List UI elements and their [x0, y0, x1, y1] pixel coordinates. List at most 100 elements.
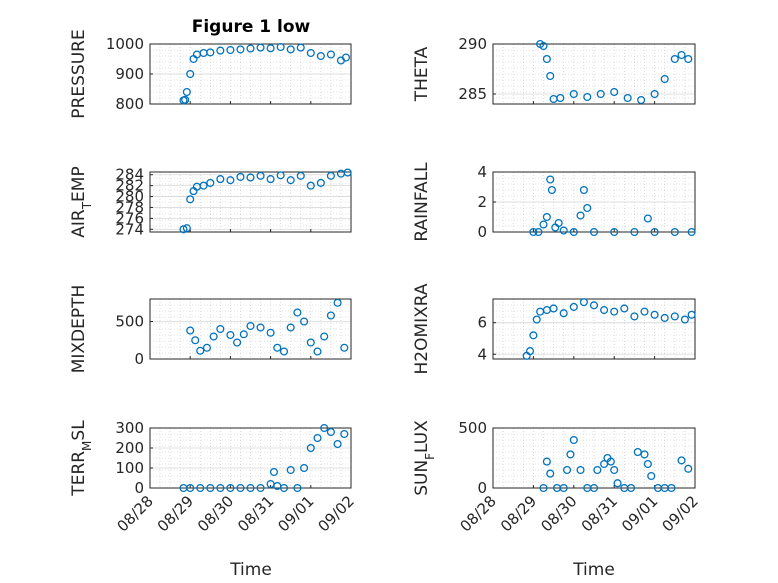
data-point — [320, 332, 329, 341]
data-point — [610, 227, 619, 237]
data-point — [266, 175, 275, 184]
data-point — [300, 463, 309, 473]
y-tick-label: 6 — [477, 314, 487, 332]
data-point — [343, 168, 352, 177]
data-point — [199, 181, 208, 190]
data-point — [626, 483, 636, 493]
data-point — [529, 331, 538, 340]
data-point — [196, 346, 205, 355]
data-point — [236, 172, 245, 181]
data-point — [186, 69, 195, 79]
data-point — [640, 307, 649, 316]
data-point — [610, 307, 619, 316]
data-point — [680, 315, 689, 324]
data-point — [293, 483, 302, 493]
x-tick-label: 09/02 — [659, 492, 702, 535]
data-point — [687, 227, 696, 237]
data-point — [313, 347, 322, 356]
data-point — [306, 338, 315, 347]
x-tick-label: 08/30 — [537, 492, 580, 535]
data-point — [300, 317, 309, 326]
data-point — [269, 467, 279, 477]
y-tick-label: 500 — [115, 313, 144, 331]
y-axis-label: AIRTEMP — [69, 166, 94, 237]
data-point — [340, 429, 349, 439]
data-point — [589, 301, 599, 310]
data-point — [186, 195, 195, 204]
axes-box — [492, 43, 696, 105]
data-point — [643, 459, 652, 469]
x-tick-label: 09/01 — [618, 492, 661, 535]
data-point — [216, 46, 225, 55]
data-point — [536, 307, 545, 316]
data-point — [667, 483, 676, 493]
data-point — [630, 312, 639, 321]
data-point — [199, 48, 208, 58]
data-point — [549, 304, 558, 313]
subplot-theta: 285 290 THETA — [412, 35, 696, 105]
data-point — [579, 185, 588, 195]
data-point — [559, 309, 568, 318]
data-point — [660, 74, 669, 84]
data-point — [209, 332, 218, 341]
data-point — [186, 483, 195, 493]
data-point — [650, 310, 659, 319]
axes-box — [492, 298, 696, 360]
data-point — [687, 310, 696, 319]
data-point — [326, 427, 335, 437]
x-tick-label: 09/02 — [315, 492, 358, 535]
data-point — [256, 483, 265, 493]
data-point — [684, 54, 693, 64]
data-point — [179, 225, 188, 234]
data-point — [576, 211, 585, 220]
data-point — [182, 224, 191, 233]
y-tick-label: 0 — [134, 479, 144, 497]
y-tick-label: 100 — [115, 459, 144, 477]
data-point — [660, 313, 669, 322]
subplot-rainfall: 0 2 4 RAINFALL — [412, 162, 696, 242]
y-tick-label: 280 — [115, 188, 144, 206]
data-point — [306, 181, 315, 190]
data-point — [246, 483, 255, 493]
data-point — [226, 330, 235, 340]
y-tick-label: 4 — [477, 163, 487, 181]
data-point — [206, 48, 215, 57]
data-point — [670, 54, 679, 64]
data-point — [569, 89, 578, 99]
data-point — [202, 343, 212, 352]
data-point — [670, 312, 679, 321]
data-point — [596, 89, 605, 99]
axes-box — [149, 298, 352, 360]
data-point — [559, 483, 568, 493]
x-axis-label-left: Time — [229, 560, 272, 580]
data-point — [534, 227, 543, 237]
data-point — [630, 227, 639, 237]
data-point — [542, 306, 551, 315]
data-point — [546, 175, 555, 184]
data-point — [206, 483, 215, 493]
data-point — [273, 343, 282, 352]
data-point — [336, 169, 346, 178]
x-tick-label: 08/29 — [497, 492, 540, 535]
data-point — [610, 87, 619, 97]
y-tick-label: 284 — [115, 166, 144, 184]
data-point — [566, 450, 575, 459]
x-tick-label: 09/01 — [274, 492, 317, 535]
data-point — [606, 457, 615, 466]
data-point — [266, 44, 275, 53]
y-axis-label: MIXDEPTH — [69, 285, 89, 374]
data-point — [341, 53, 351, 62]
y-axis-label: RAINFALL — [412, 162, 432, 242]
data-point — [547, 185, 556, 195]
data-point — [316, 178, 325, 187]
data-point — [576, 465, 585, 475]
y-tick-label: 1000 — [106, 35, 144, 53]
y-tick-label: 900 — [115, 65, 144, 83]
data-point — [610, 465, 619, 475]
data-point — [236, 483, 245, 493]
data-point — [246, 44, 255, 53]
y-axis-label: PRESSURE — [69, 29, 89, 118]
